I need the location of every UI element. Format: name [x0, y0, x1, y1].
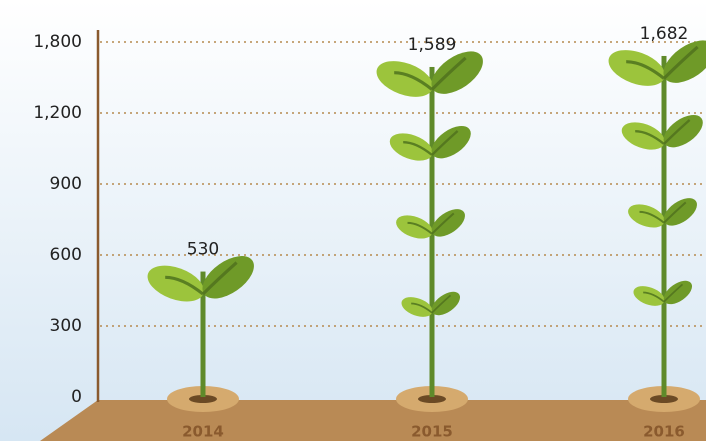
y-tick-label: 600	[50, 245, 82, 265]
background	[0, 0, 706, 441]
ground	[40, 400, 706, 441]
y-tick-label: 900	[50, 174, 82, 194]
page: {"chart_data": {"type": "plant", "catego…	[0, 0, 706, 445]
x-tick-label: 2015	[411, 423, 453, 441]
stem	[662, 56, 667, 397]
value-label: 530	[187, 240, 219, 260]
y-tick-label: 300	[50, 316, 82, 336]
value-label: 1,682	[640, 24, 689, 44]
y-tick-label: 1,200	[33, 103, 82, 123]
x-tick-label: 2014	[182, 423, 224, 441]
chart: 0 300 600 900 1,200 1,800 530 2014 1,589 2015 1,68…	[0, 0, 706, 441]
x-tick-label: 2016	[643, 423, 685, 441]
value-label: 1,589	[408, 35, 457, 55]
y-tick-label: 1,800	[33, 32, 82, 52]
y-tick-label: 0	[71, 387, 82, 407]
